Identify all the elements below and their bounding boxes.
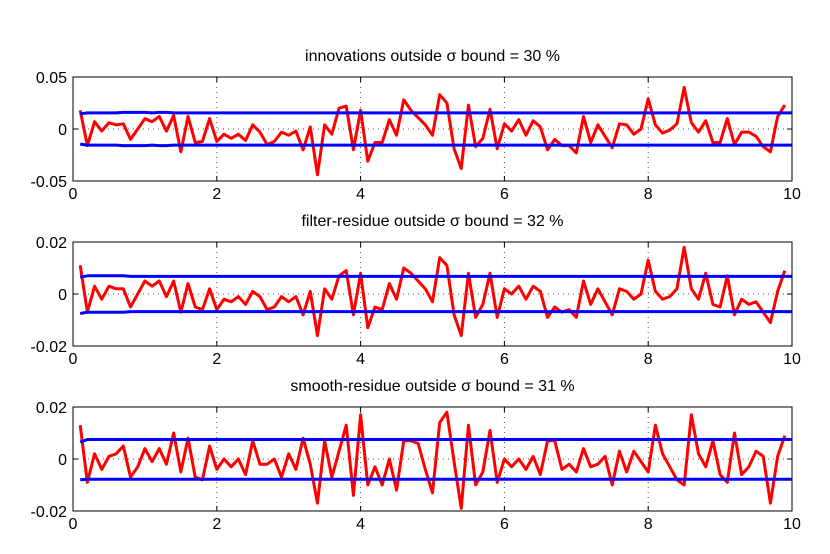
x-tick-label: 6 [500, 351, 509, 368]
residual-series-line [78, 410, 787, 510]
subplot-title: filter-residue outside σ bound = 32 % [301, 213, 563, 230]
y-tick-label: -0.02 [31, 504, 68, 521]
subplot-title: smooth-residue outside σ bound = 31 % [290, 378, 574, 395]
y-tick-label: 0 [58, 287, 67, 304]
upper-sigma-bound-line [79, 110, 792, 116]
x-tick-label: 10 [783, 186, 801, 203]
x-tick-label: 8 [644, 351, 653, 368]
x-tick-label: 10 [783, 351, 801, 368]
upper-sigma-bound-line [79, 438, 792, 444]
y-tick-label: -0.02 [31, 339, 68, 356]
x-tick-label: 2 [212, 351, 221, 368]
subplot-3: smooth-residue outside σ bound = 31 % 0 2 4… [31, 378, 801, 533]
subplot-1: innovations outside σ bound = 30 % 0 2 4 6 8 1… [31, 48, 801, 203]
subplot-title: innovations outside σ bound = 30 % [305, 48, 560, 65]
x-tick-label: 4 [356, 186, 365, 203]
x-tick-label: 4 [356, 351, 365, 368]
y-tick-label: -0.05 [31, 174, 68, 191]
x-tick-label: 10 [783, 516, 801, 533]
x-tick-label: 6 [500, 186, 509, 203]
residual-series-line [78, 245, 787, 338]
subplot-2: filter-residue outside σ bound = 32 % 0 2 4… [31, 213, 801, 368]
x-tick-label: 0 [69, 186, 78, 203]
lower-sigma-bound-line [79, 310, 792, 315]
y-tick-label: 0.02 [36, 235, 67, 252]
x-tick-label: 2 [212, 186, 221, 203]
y-tick-label: 0.02 [36, 400, 67, 417]
x-tick-label: 0 [69, 351, 78, 368]
lower-sigma-bound-line [80, 477, 792, 482]
residual-series-line [78, 85, 787, 177]
x-tick-label: 4 [356, 516, 365, 533]
x-tick-label: 8 [644, 186, 653, 203]
x-tick-label: 2 [212, 516, 221, 533]
x-tick-label: 0 [69, 516, 78, 533]
y-tick-label: 0.05 [36, 70, 67, 87]
lower-sigma-bound-line [79, 142, 792, 148]
y-tick-label: 0 [58, 452, 67, 469]
axes-box [72, 406, 793, 512]
x-tick-label: 8 [644, 516, 653, 533]
x-tick-label: 6 [500, 516, 509, 533]
y-tick-label: 0 [58, 122, 67, 139]
upper-sigma-bound-line [79, 274, 792, 279]
